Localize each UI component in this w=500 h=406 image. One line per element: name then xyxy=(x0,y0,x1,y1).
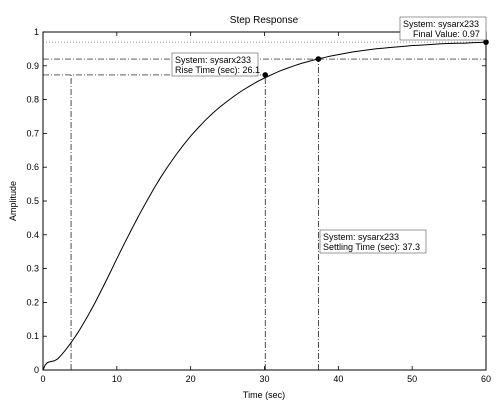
x-tick-label-5: 50 xyxy=(407,374,417,384)
chart-title: Step Response xyxy=(230,15,299,26)
rise-time-datatip-box xyxy=(171,52,259,77)
x-tick-label-3: 30 xyxy=(259,374,269,384)
y-tick-label-8: 0.8 xyxy=(26,95,39,105)
series-line-0 xyxy=(42,41,487,371)
y-tick-label-5: 0.5 xyxy=(26,196,39,206)
x-tick-label-2: 20 xyxy=(186,374,196,384)
y-tick-label-1: 0.1 xyxy=(26,331,39,341)
settling-time-datatip-line1: System: sysarx233 xyxy=(323,232,399,242)
final-value-datatip-line2: Final Value: 0.97 xyxy=(413,29,480,39)
rise-time-marker[interactable] xyxy=(262,72,269,78)
rise-time-datatip[interactable]: System: sysarx233 Rise Time (sec): 26.1 xyxy=(171,52,260,77)
settling-time-datatip-box xyxy=(319,229,427,254)
final-value-marker[interactable] xyxy=(483,39,489,45)
y-tick-label-6: 0.6 xyxy=(26,162,39,172)
settling-time-datatip[interactable]: System: sysarx233 Settling Time (sec): 3… xyxy=(319,229,427,254)
y-tick-label-10: 1 xyxy=(34,27,39,37)
markers-layer xyxy=(262,39,489,78)
final-value-datatip[interactable]: System: sysarx233 Final Value: 0.97 xyxy=(399,16,487,41)
y-axis-label: Amplitude xyxy=(8,181,18,221)
y-tick-label-4: 0.4 xyxy=(26,230,39,240)
x-tick-label-4: 40 xyxy=(333,374,343,384)
y-tick-label-7: 0.7 xyxy=(26,128,39,138)
y-tick-label-9: 0.9 xyxy=(26,61,39,71)
rise-time-datatip-line1: System: sysarx233 xyxy=(175,55,251,65)
x-tick-label-1: 10 xyxy=(112,374,122,384)
y-tick-label-3: 0.3 xyxy=(26,264,39,274)
x-tick-label-0: 0 xyxy=(40,374,45,384)
x-tick-label-6: 60 xyxy=(481,374,491,384)
final-value-datatip-line1: System: sysarx233 xyxy=(403,19,479,29)
series-layer xyxy=(42,41,487,371)
settling-time-marker[interactable] xyxy=(315,56,322,62)
x-axis-label: Time (sec) xyxy=(243,390,285,400)
y-tick-label-2: 0.2 xyxy=(26,297,39,307)
final-value-datatip-box xyxy=(399,16,487,41)
axis-ticks: 0 10 20 30 40 50 60 0 0.1 0.2 0.3 0.4 0.5 0.6 0.7 0.8 0.… xyxy=(26,27,491,384)
settling-time-datatip-line2: Settling Time (sec): 37.3 xyxy=(323,242,420,252)
reference-lines xyxy=(43,41,486,370)
rise-time-datatip-line2: Rise Time (sec): 26.1 xyxy=(175,65,260,75)
plot-area xyxy=(42,31,487,371)
y-tick-label-0: 0 xyxy=(34,365,39,375)
